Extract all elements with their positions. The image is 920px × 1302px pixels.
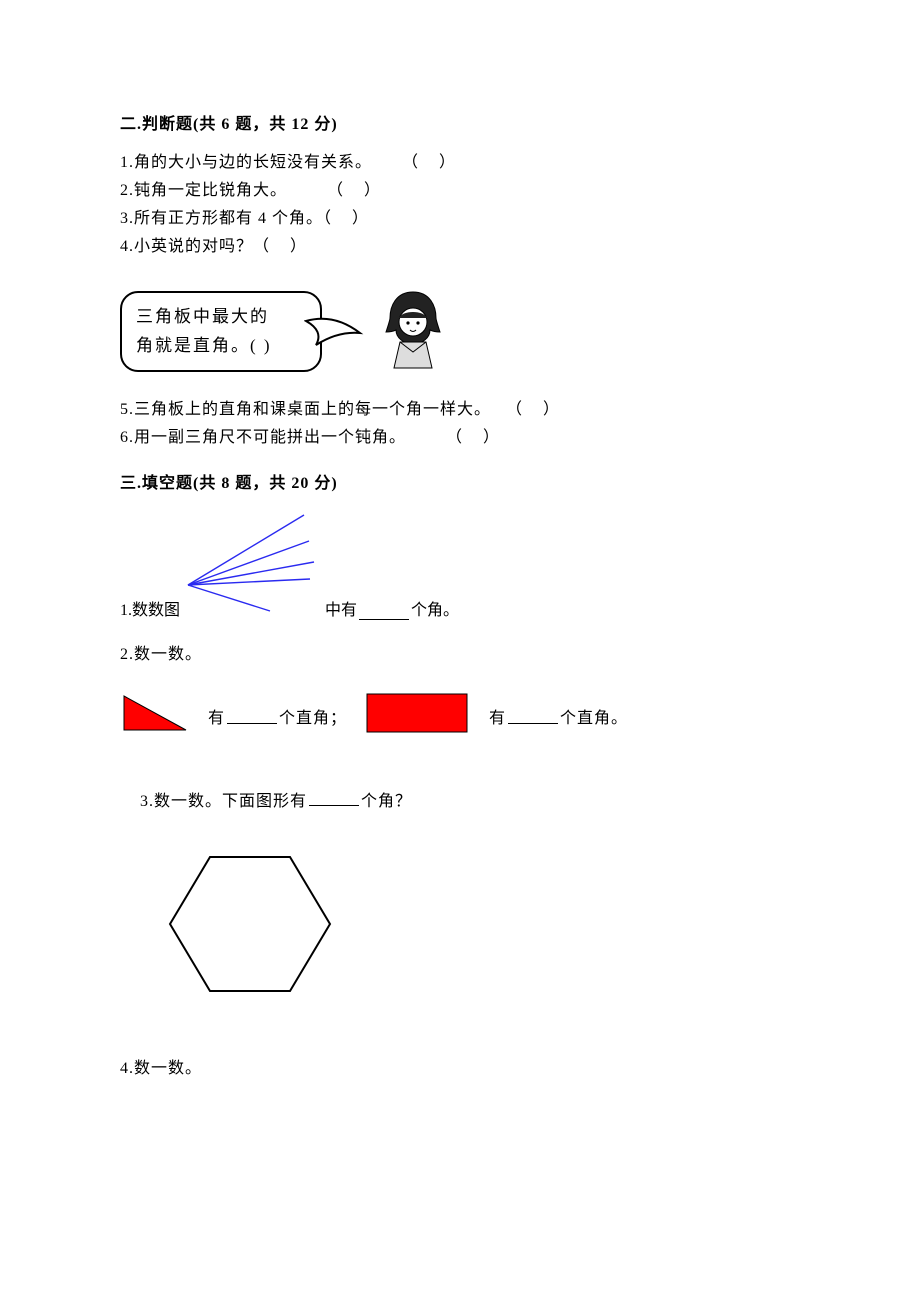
speech-bubble-figure: 三角板中最大的 角就是直角。( ) [120,286,800,377]
bubble-tail-icon [304,311,364,353]
s3-q3-tail: 个角？ [361,793,412,810]
s3-q2: 2.数一数。 [120,640,800,664]
bubble-line-1: 三角板中最大的 [136,307,269,326]
section-2-title: 二.判断题(共 6 题，共 12 分) [120,110,800,134]
s2-q5: 5.三角板上的直角和课桌面上的每一个角一样大。 （ ） [120,395,800,419]
s2-q3: 3.所有正方形都有 4 个角。（ ） [120,204,800,228]
s3-q2-rect-blank[interactable] [508,707,558,724]
girl-icon [378,286,448,377]
s3-q1-after-b: 个角。 [411,596,459,620]
s3-q3: 3.数一数。下面图形有 个角？ [120,769,800,829]
hexagon-figure [160,849,800,1004]
s3-q1-blank[interactable] [359,603,409,620]
s3-q4: 4.数一数。 [120,1054,800,1078]
s2-q2: 2.钝角一定比锐角大。 （ ） [120,176,800,200]
speech-bubble: 三角板中最大的 角就是直角。( ) [120,291,322,373]
bubble-line-2: 角就是直角。( ) [136,336,272,355]
s3-q2-tri-b: 个直角； [279,704,347,728]
s3-q2-shapes-row: 有 个直角； 有 个直角。 [120,692,800,739]
section-3-title: 三.填空题(共 8 题，共 20 分) [120,469,800,493]
s3-q3-lead: 3.数一数。下面图形有 [140,793,307,810]
s3-q2-rect-a: 有 [489,704,506,728]
s3-q2-tri-a: 有 [208,704,225,728]
s3-q1-after-a: 中有 [325,596,357,620]
triangle-figure [120,692,190,739]
s3-q2-rect-b: 个直角。 [560,704,628,728]
s3-q2-tri-blank[interactable] [227,707,277,724]
s2-q6: 6.用一副三角尺不可能拼出一个钝角。 （ ） [120,423,800,447]
s2-q1: 1.角的大小与边的长短没有关系。 （ ） [120,148,800,172]
rays-figure [184,507,319,620]
s2-q4: 4.小英说的对吗？（ ） [120,232,800,256]
s3-q1-lead: 1.数数图 [120,596,180,620]
s3-q3-blank[interactable] [309,789,359,806]
rectangle-figure [365,692,471,739]
s3-q1-row: 1.数数图 中有 个角。 [120,507,800,620]
